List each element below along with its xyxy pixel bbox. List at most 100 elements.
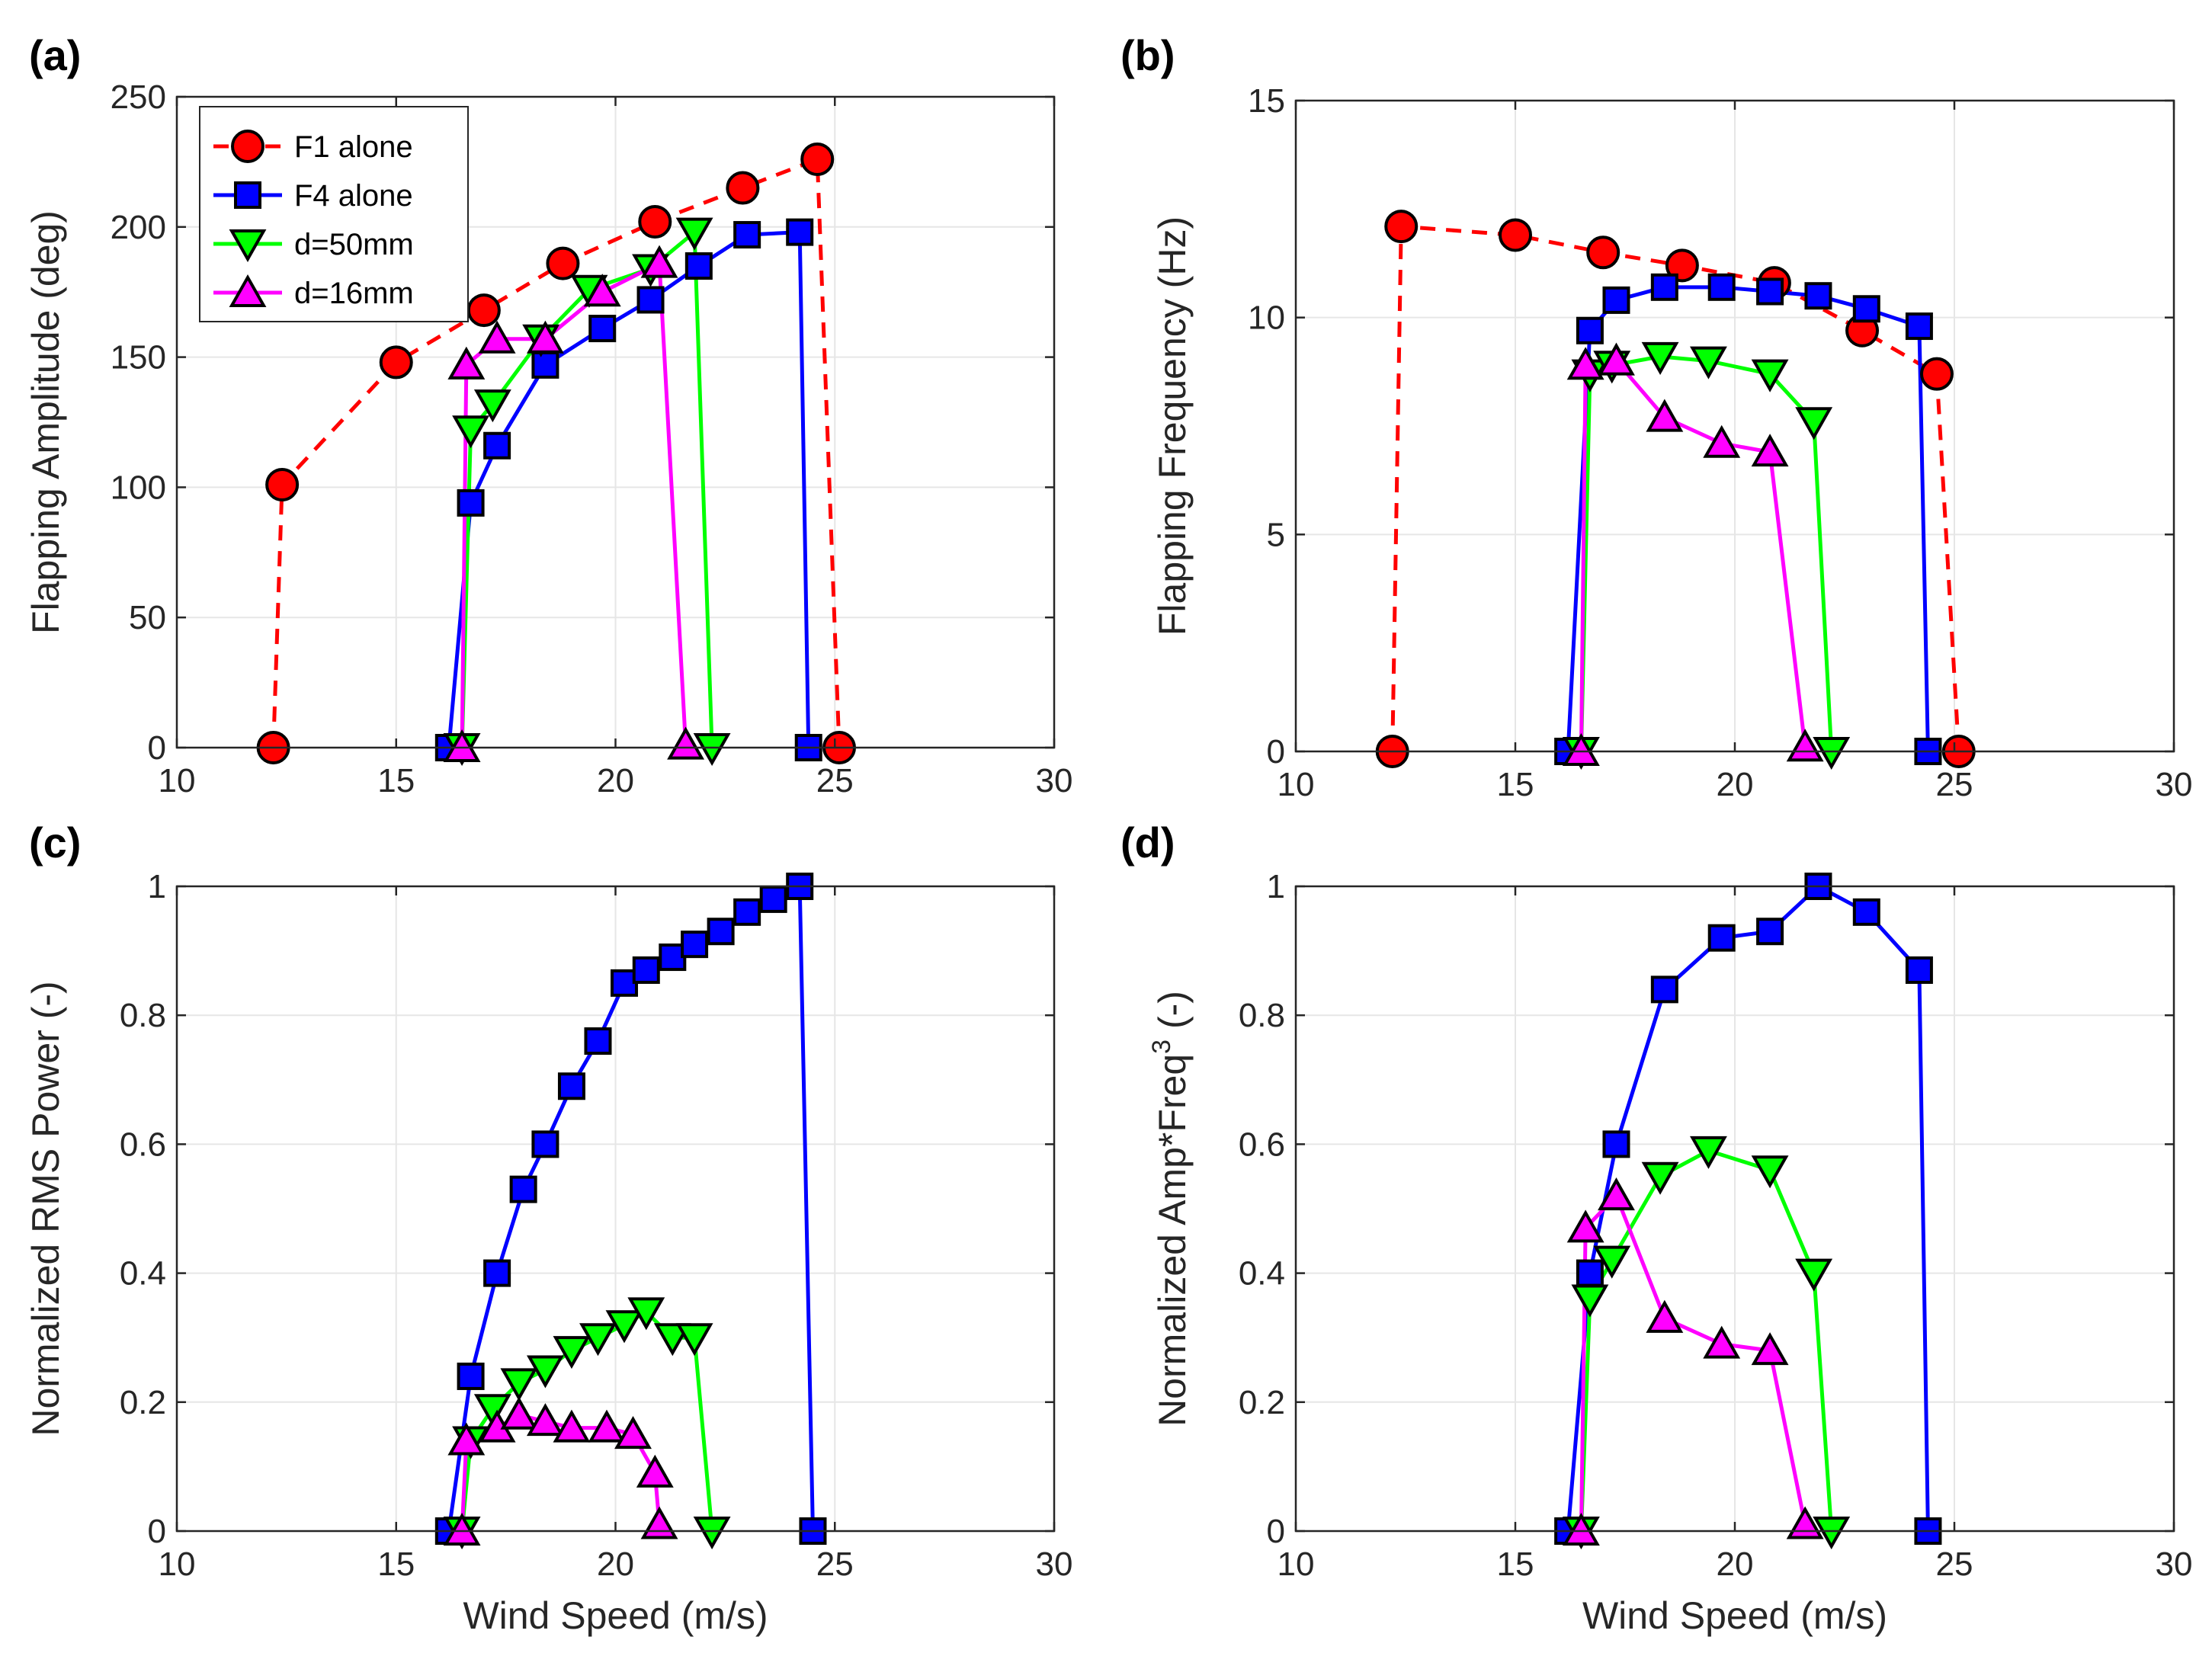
data-point-d16 <box>667 726 705 760</box>
series-line-F4 <box>447 230 811 748</box>
y-tick-label: 0.6 <box>1239 1126 1285 1163</box>
data-point-d16 <box>553 1409 591 1443</box>
data-point-F4 <box>611 969 639 997</box>
legend-entry-F4: F4 alone <box>294 179 413 213</box>
y-axis-label: Normalized Amp*Freq3 (-) <box>1147 991 1194 1427</box>
data-point-F4 <box>1756 918 1784 946</box>
data-point-d16 <box>588 1409 626 1443</box>
data-point-F4 <box>681 931 709 959</box>
panel-label: (a) <box>29 31 81 79</box>
y-tick-label: 1 <box>148 868 166 905</box>
data-point-d50 <box>1593 1245 1631 1279</box>
y-tick-label: 100 <box>111 469 166 506</box>
x-tick-label: 30 <box>2156 1546 2193 1583</box>
y-tick-label: 0 <box>148 729 166 767</box>
x-tick-label: 30 <box>1036 762 1073 799</box>
data-point-d50 <box>653 1323 691 1357</box>
data-point-d16 <box>447 1422 486 1456</box>
data-point-F4 <box>1602 1130 1630 1158</box>
x-axis-label: Wind Speed (m/s) <box>1582 1594 1887 1637</box>
data-point-F1 <box>1586 235 1621 270</box>
data-point-F1 <box>1384 210 1419 244</box>
data-point-F4 <box>786 218 814 246</box>
data-point-d50 <box>1795 1258 1833 1292</box>
data-point-F4 <box>457 489 485 517</box>
data-point-F4 <box>684 252 713 280</box>
data-point-d16 <box>636 1454 674 1488</box>
data-point-F4 <box>1852 898 1880 926</box>
legend-marker-d50 <box>229 229 267 263</box>
data-point-d16 <box>443 729 481 762</box>
data-point-d16 <box>526 1403 564 1437</box>
panel-a: 10 15 20 25 30 0 50 100 150 200 250 Flapping Amplit… <box>24 31 1072 799</box>
data-point-d16 <box>526 320 564 354</box>
data-point-d16 <box>1566 347 1605 380</box>
x-tick-label: 10 <box>1278 1546 1315 1583</box>
panel-c: 10 15 20 25 30 0 0.2 0.4 0.6 0.8 1 Normalized RMS P… <box>24 818 1072 1637</box>
data-point-d50 <box>675 217 713 251</box>
y-tick-label: 0.2 <box>120 1384 166 1421</box>
data-point-F4 <box>483 1259 511 1287</box>
data-point-d50 <box>627 1297 665 1331</box>
data-point-d16 <box>583 274 621 307</box>
data-point-F4 <box>1905 956 1933 984</box>
data-point-F4 <box>632 956 660 984</box>
data-point-F1 <box>466 293 501 328</box>
data-point-d16 <box>1786 729 1824 762</box>
x-tick-label: 25 <box>1936 766 1973 803</box>
data-point-d50 <box>1571 1284 1609 1318</box>
data-point-d16 <box>614 1416 652 1450</box>
data-point-F4 <box>509 1175 537 1203</box>
data-point-F1 <box>546 246 580 280</box>
x-tick-label: 10 <box>159 762 196 799</box>
data-point-d16 <box>1598 1177 1635 1211</box>
legend-entry-d16: d=16mm <box>294 277 414 310</box>
data-point-F4 <box>759 885 787 913</box>
data-point-F4 <box>483 431 511 460</box>
y-tick-label: 1 <box>1267 868 1285 905</box>
x-tick-label: 15 <box>377 762 415 799</box>
x-tick-label: 25 <box>1936 1546 1973 1583</box>
y-axis-label: Flapping Frequency (Hz) <box>1151 216 1194 636</box>
y-tick-label: 5 <box>1267 516 1285 553</box>
data-point-d50 <box>473 389 511 423</box>
data-point-F4 <box>588 315 617 343</box>
y-tick-label: 200 <box>111 209 166 246</box>
panel-b: 10 15 20 25 30 0 5 10 15 Flapping Frequency (Hz) (… <box>1120 31 2192 803</box>
y-tick-label: 0.4 <box>120 1255 166 1293</box>
data-point-d50 <box>553 1336 591 1369</box>
y-axis-label: Flapping Amplitude (deg) <box>24 210 67 634</box>
data-point-F1 <box>726 171 760 205</box>
panel-label: (d) <box>1120 818 1175 867</box>
data-point-d16 <box>640 245 678 278</box>
data-point-d50 <box>1795 407 1833 440</box>
data-point-F4 <box>707 918 735 946</box>
y-tick-label: 0.2 <box>1239 1384 1285 1421</box>
legend-marker-d16 <box>229 274 267 307</box>
data-point-d16 <box>1598 342 1635 376</box>
data-point-F4 <box>1650 975 1678 1004</box>
y-tick-label: 0 <box>1267 733 1285 770</box>
data-point-d16 <box>1703 1325 1741 1359</box>
data-point-d50 <box>605 1310 643 1344</box>
data-point-d50 <box>675 1323 713 1357</box>
data-point-d50 <box>1690 1136 1727 1169</box>
data-point-F4 <box>1852 295 1880 323</box>
data-point-d50 <box>693 1517 731 1550</box>
panel-d: 10 15 20 25 30 0 0.2 0.4 0.6 0.8 1 Normalized Amp*F… <box>1120 818 2192 1637</box>
data-point-d50 <box>693 733 731 767</box>
x-tick-label: 30 <box>2156 766 2193 803</box>
data-point-d50 <box>1641 1161 1679 1195</box>
data-point-F4 <box>1650 273 1678 301</box>
y-tick-label: 150 <box>111 339 166 376</box>
data-point-F4 <box>733 898 761 926</box>
x-tick-label: 25 <box>816 1546 854 1583</box>
data-point-d16 <box>1646 399 1684 432</box>
data-point-d50 <box>1813 737 1851 770</box>
y-axis-label-superscript: 3 <box>1147 1040 1176 1054</box>
data-point-d16 <box>443 1512 481 1546</box>
x-tick-label: 10 <box>159 1546 196 1583</box>
data-point-d50 <box>500 1368 538 1402</box>
data-point-F4 <box>584 1027 612 1056</box>
